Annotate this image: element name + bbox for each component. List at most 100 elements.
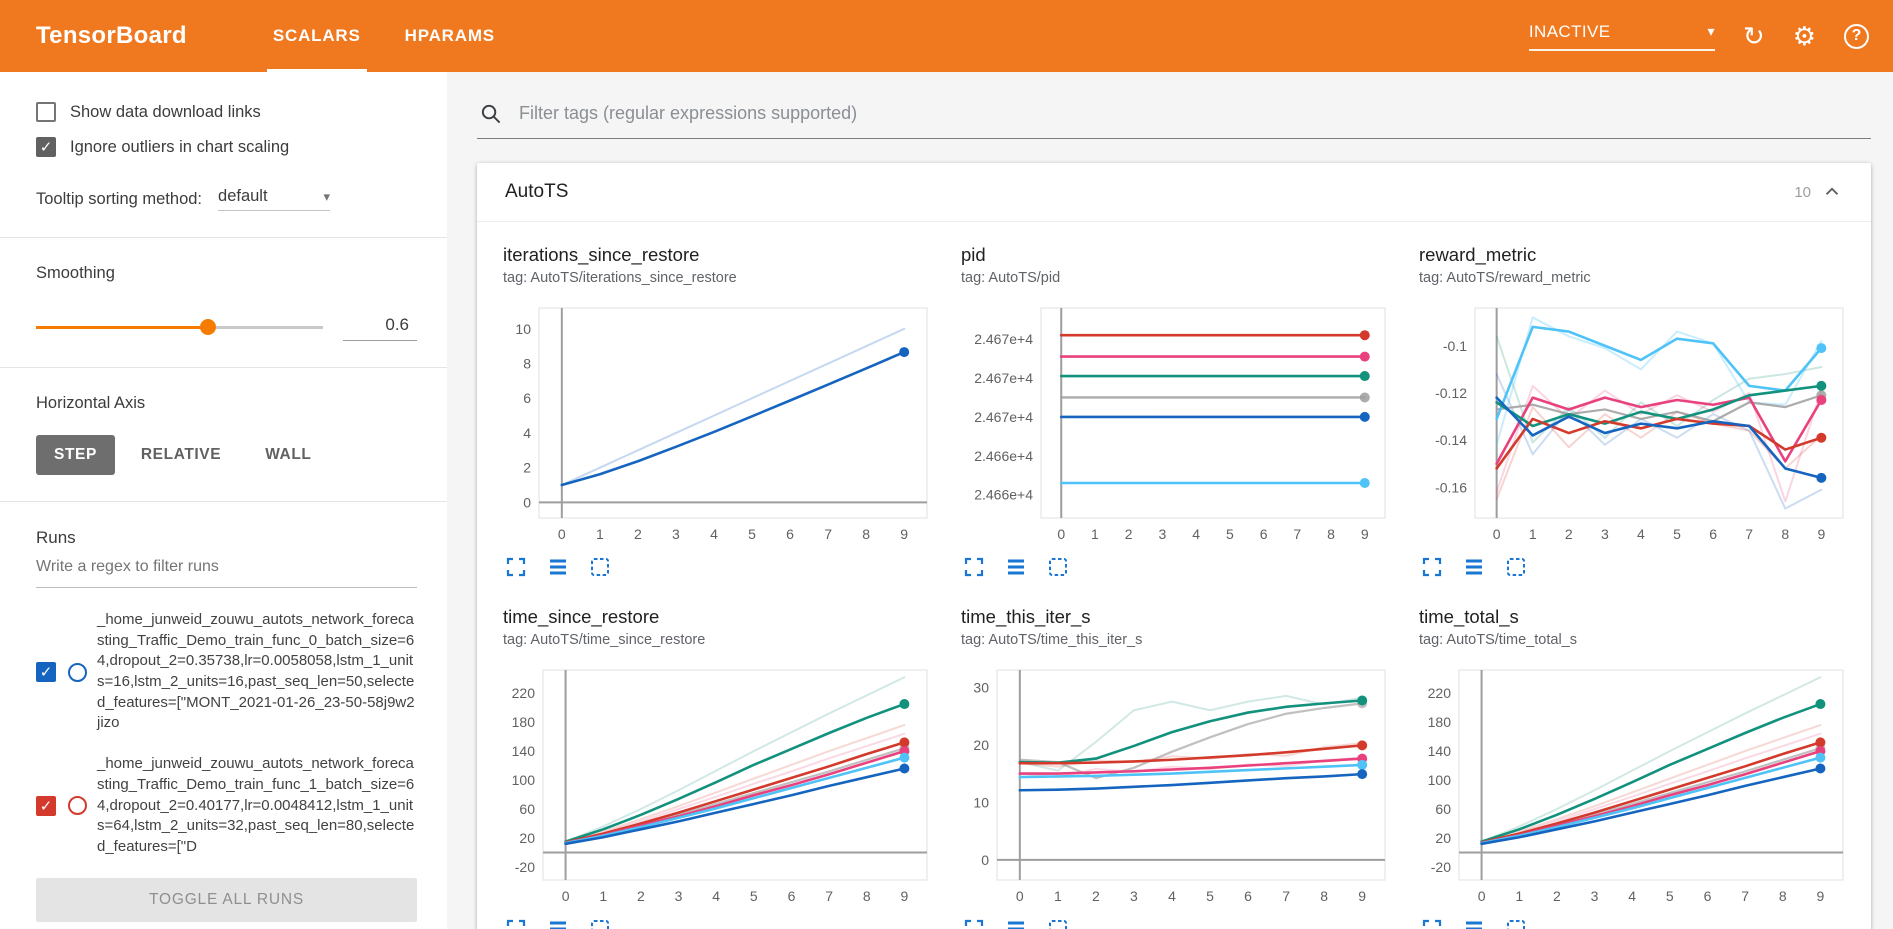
chart-actions xyxy=(1419,916,1853,929)
svg-text:6: 6 xyxy=(1244,888,1252,904)
data-table-icon[interactable] xyxy=(1461,554,1487,580)
data-table-icon[interactable] xyxy=(545,554,571,580)
svg-text:220: 220 xyxy=(1428,685,1452,701)
svg-text:8: 8 xyxy=(1320,888,1328,904)
chevron-up-icon[interactable] xyxy=(1821,181,1843,203)
smoothing-value[interactable]: 0.6 xyxy=(343,313,417,341)
chart-card-iterations_since_restore: iterations_since_restore tag: AutoTS/iter… xyxy=(503,244,937,580)
checkbox-row-0[interactable]: Show data download links xyxy=(36,102,417,122)
data-table-icon[interactable] xyxy=(1461,916,1487,929)
svg-text:9: 9 xyxy=(1817,526,1825,542)
chart-tag: tag: AutoTS/reward_metric xyxy=(1419,270,1591,286)
svg-text:1: 1 xyxy=(1515,888,1523,904)
smoothing-slider[interactable] xyxy=(36,319,323,335)
svg-text:3: 3 xyxy=(1130,888,1138,904)
run-label[interactable]: _home_junweid_zouwu_autots_network_forec… xyxy=(97,755,415,855)
fit-domain-icon[interactable] xyxy=(1045,916,1071,929)
svg-text:10: 10 xyxy=(515,321,531,337)
gear-icon[interactable]: ⚙ xyxy=(1792,21,1816,51)
chart-plot-time_this_iter_s[interactable]: 0 10 20 30 0 1 2 3 4 5 6 7 8 9 xyxy=(961,660,1395,908)
svg-text:0: 0 xyxy=(1016,888,1024,904)
data-table-icon[interactable] xyxy=(1003,554,1029,580)
tab-scalars[interactable]: SCALARS xyxy=(251,0,383,72)
slider-fill xyxy=(36,325,209,329)
svg-text:3: 3 xyxy=(675,888,683,904)
svg-text:-0.16: -0.16 xyxy=(1435,479,1467,495)
run-checkbox[interactable] xyxy=(36,795,56,816)
svg-text:5: 5 xyxy=(1206,888,1214,904)
toggle-all-runs-button[interactable]: TOGGLE ALL RUNS xyxy=(36,877,417,922)
svg-text:60: 60 xyxy=(519,801,535,817)
svg-text:5: 5 xyxy=(1666,888,1674,904)
tooltip-sorting-dropdown[interactable]: default ▾ xyxy=(218,187,331,211)
help-icon[interactable]: ? xyxy=(1844,23,1869,49)
svg-text:4: 4 xyxy=(523,425,531,441)
section-title[interactable]: AutoTS xyxy=(505,181,569,202)
run-radio[interactable] xyxy=(68,662,87,682)
svg-text:2: 2 xyxy=(1092,888,1100,904)
svg-text:7: 7 xyxy=(1293,526,1301,542)
sidebar: Show data download links Ignore outliers… xyxy=(0,72,447,929)
app-title: TensorBoard xyxy=(36,22,187,49)
nav-tabs: SCALARS HPARAMS xyxy=(251,0,517,72)
chart-plot-reward_metric[interactable]: -0.16 -0.14 -0.12 -0.1 0 1 2 3 4 5 6 7 8 9 xyxy=(1419,298,1853,546)
runs-filter-input[interactable] xyxy=(36,548,417,588)
smoothing-row: 0.6 xyxy=(36,313,417,341)
expand-chart-icon[interactable] xyxy=(961,554,987,580)
svg-text:4: 4 xyxy=(1168,888,1176,904)
svg-text:1: 1 xyxy=(599,888,607,904)
refresh-icon[interactable]: ↻ xyxy=(1742,21,1765,51)
expand-chart-icon[interactable] xyxy=(961,916,987,929)
chart-card-time_total_s: time_total_s tag: AutoTS/time_total_s -20 2… xyxy=(1419,606,1853,929)
run-checkbox[interactable] xyxy=(36,662,56,683)
svg-text:5: 5 xyxy=(748,526,756,542)
expand-chart-icon[interactable] xyxy=(503,554,529,580)
header-actions: INACTIVE ▾ ↻ ⚙ ? xyxy=(1528,21,1869,51)
checkbox-row-1[interactable]: Ignore outliers in chart scaling xyxy=(36,137,417,157)
expand-chart-icon[interactable] xyxy=(1419,554,1445,580)
status-dropdown[interactable]: INACTIVE ▾ xyxy=(1528,22,1715,51)
chart-actions xyxy=(503,554,937,580)
data-table-icon[interactable] xyxy=(545,916,571,929)
horizontal-axis-buttons: STEP RELATIVE WALL xyxy=(36,435,417,475)
tooltip-sorting-label: Tooltip sorting method: xyxy=(36,189,203,208)
axis-button-wall[interactable]: WALL xyxy=(247,435,329,475)
fit-domain-icon[interactable] xyxy=(587,554,613,580)
svg-text:20: 20 xyxy=(519,830,535,846)
data-table-icon[interactable] xyxy=(1003,916,1029,929)
svg-text:100: 100 xyxy=(1428,772,1452,788)
svg-text:0: 0 xyxy=(1493,526,1501,542)
filter-tags-input[interactable] xyxy=(517,101,1871,125)
chart-plot-iterations_since_restore[interactable]: 0 2 4 6 8 10 0 1 2 3 4 5 6 7 8 9 xyxy=(503,298,937,546)
chart-tag: tag: AutoTS/time_total_s xyxy=(1419,632,1577,648)
svg-text:-20: -20 xyxy=(1431,859,1451,875)
svg-text:8: 8 xyxy=(1779,888,1787,904)
run-row-1: _home_junweid_zouwu_autots_network_forec… xyxy=(36,754,417,857)
section-header-right: 10 xyxy=(1794,181,1843,203)
svg-text:140: 140 xyxy=(1428,743,1452,759)
fit-domain-icon[interactable] xyxy=(1503,916,1529,929)
expand-chart-icon[interactable] xyxy=(1419,916,1445,929)
horizontal-axis-label: Horizontal Axis xyxy=(36,394,146,412)
checkbox-icon[interactable] xyxy=(36,102,56,122)
tab-hparams[interactable]: HPARAMS xyxy=(404,26,495,45)
svg-text:2.467e+4: 2.467e+4 xyxy=(974,331,1033,347)
axis-button-step[interactable]: STEP xyxy=(36,435,115,475)
chart-plot-pid[interactable]: 2.466e+4 2.466e+4 2.467e+4 2.467e+4 2.467e+4… xyxy=(961,298,1395,546)
checkbox-icon[interactable] xyxy=(36,137,56,157)
run-radio[interactable] xyxy=(68,796,87,816)
svg-text:1: 1 xyxy=(1529,526,1537,542)
run-label[interactable]: _home_junweid_zouwu_autots_network_forec… xyxy=(97,611,415,732)
fit-domain-icon[interactable] xyxy=(1503,554,1529,580)
chart-plot-time_since_restore[interactable]: -20 20 60 100 140 180 220 0 1 2 3 4 5 6 7 8 9 xyxy=(503,660,937,908)
chart-title: time_total_s xyxy=(1419,606,1519,627)
fit-domain-icon[interactable] xyxy=(587,916,613,929)
svg-text:4: 4 xyxy=(1637,526,1645,542)
section-header: AutoTS 10 xyxy=(477,163,1871,222)
expand-chart-icon[interactable] xyxy=(503,916,529,929)
svg-text:9: 9 xyxy=(1817,888,1825,904)
axis-button-relative[interactable]: RELATIVE xyxy=(123,435,239,475)
fit-domain-icon[interactable] xyxy=(1045,554,1071,580)
chart-plot-time_total_s[interactable]: -20 20 60 100 140 180 220 0 1 2 3 4 5 6 7 8 9 xyxy=(1419,660,1853,908)
slider-knob[interactable] xyxy=(200,319,217,335)
